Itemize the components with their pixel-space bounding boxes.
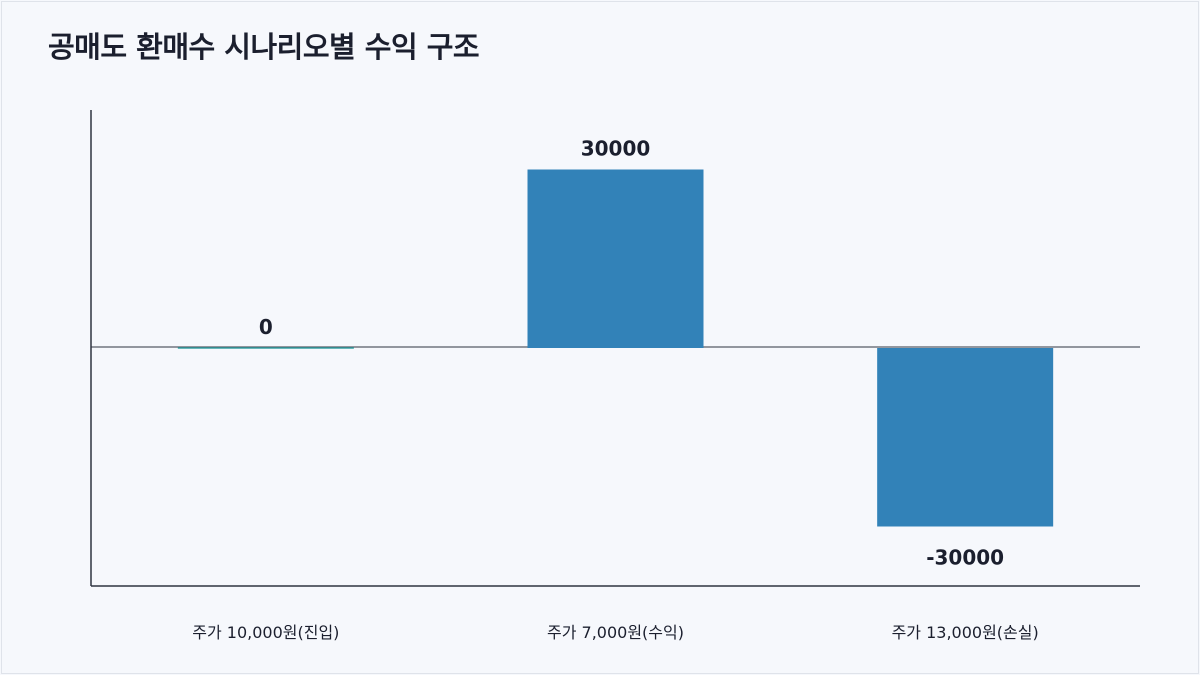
bar-1	[527, 169, 704, 348]
category-label-1: 주가 7,000원(수익)	[547, 623, 684, 642]
category-label-2: 주가 13,000원(손실)	[892, 623, 1039, 642]
value-label-1: 30000	[581, 137, 651, 161]
value-label-2: -30000	[926, 546, 1004, 570]
bar-2	[877, 348, 1054, 527]
value-label-0: 0	[259, 315, 273, 339]
bar-0	[177, 347, 354, 349]
chart-title: 공매도 환매수 시나리오별 수익 구조	[48, 30, 480, 64]
category-label-0: 주가 10,000원(진입)	[192, 623, 339, 642]
